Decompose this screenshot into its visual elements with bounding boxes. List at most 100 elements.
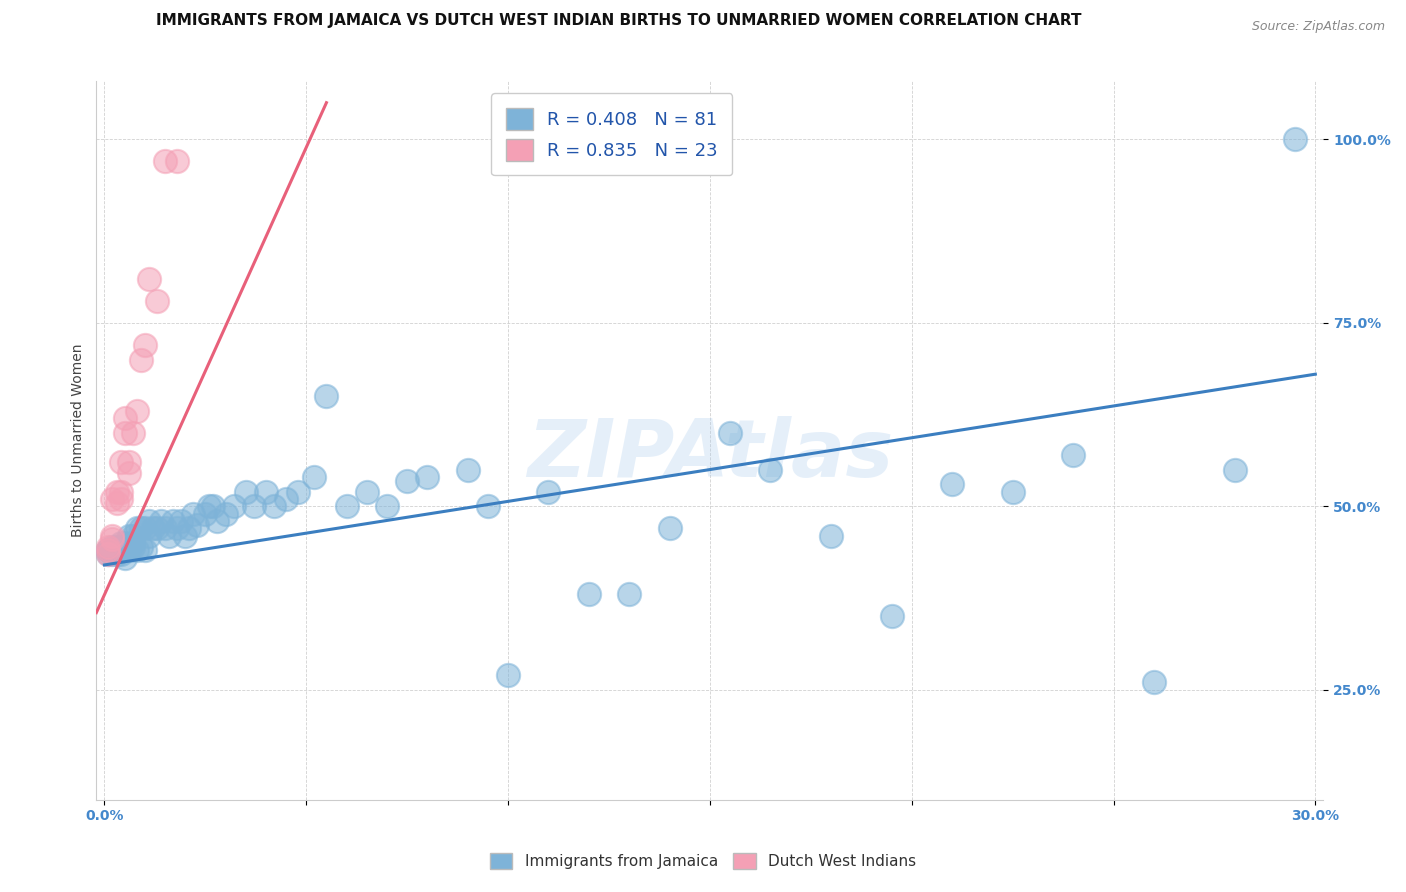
Point [274, 491, 297, 506]
Point [356, 484, 378, 499]
Point [110, 491, 132, 506]
Point [110, 484, 132, 499]
Point [477, 500, 499, 514]
Point [254, 484, 277, 499]
Point [114, 540, 136, 554]
Point [759, 462, 782, 476]
Point [125, 404, 148, 418]
Text: ZIPAtlas: ZIPAtlas [527, 416, 893, 493]
Point [134, 543, 156, 558]
Point [101, 543, 124, 558]
Point [222, 500, 245, 514]
Point [105, 484, 128, 499]
Point [110, 455, 132, 469]
Point [153, 521, 176, 535]
Point [134, 338, 156, 352]
Point [149, 514, 172, 528]
Point [166, 521, 188, 535]
Point [186, 517, 208, 532]
Point [129, 521, 152, 535]
Point [207, 514, 229, 528]
Point [1284, 132, 1306, 146]
Point [820, 528, 842, 542]
Point [114, 550, 136, 565]
Point [117, 467, 139, 481]
Point [194, 507, 217, 521]
Text: Source: ZipAtlas.com: Source: ZipAtlas.com [1251, 20, 1385, 33]
Point [941, 477, 963, 491]
Point [578, 587, 600, 601]
Point [97, 543, 120, 558]
Legend: Immigrants from Jamaica, Dutch West Indians: Immigrants from Jamaica, Dutch West Indi… [484, 847, 922, 875]
Point [537, 484, 560, 499]
Point [718, 425, 741, 440]
Point [117, 528, 139, 542]
Point [101, 547, 124, 561]
Point [121, 528, 143, 542]
Point [214, 507, 236, 521]
Point [1223, 462, 1246, 476]
Point [114, 411, 136, 425]
Point [110, 543, 132, 558]
Point [110, 536, 132, 550]
Text: IMMIGRANTS FROM JAMAICA VS DUTCH WEST INDIAN BIRTHS TO UNMARRIED WOMEN CORRELATI: IMMIGRANTS FROM JAMAICA VS DUTCH WEST IN… [156, 13, 1081, 29]
Point [242, 500, 264, 514]
Point [287, 484, 309, 499]
Point [1062, 448, 1084, 462]
Point [117, 543, 139, 558]
Point [263, 500, 285, 514]
Point [138, 272, 160, 286]
Point [105, 547, 128, 561]
Point [179, 521, 201, 535]
Point [129, 352, 152, 367]
Point [110, 547, 132, 561]
Point [97, 540, 120, 554]
Point [101, 528, 124, 542]
Point [181, 507, 204, 521]
Point [105, 543, 128, 558]
Point [125, 521, 148, 535]
Point [129, 540, 152, 554]
Point [142, 521, 165, 535]
Point [166, 154, 188, 169]
Point [880, 609, 903, 624]
Point [97, 547, 120, 561]
Point [117, 455, 139, 469]
Point [457, 462, 479, 476]
Point [105, 543, 128, 558]
Point [97, 543, 120, 558]
Point [1001, 484, 1024, 499]
Y-axis label: Births to Unmarried Women: Births to Unmarried Women [72, 343, 86, 537]
Legend: R = 0.408   N = 81, R = 0.835   N = 23: R = 0.408 N = 81, R = 0.835 N = 23 [491, 94, 733, 175]
Point [496, 668, 519, 682]
Point [114, 425, 136, 440]
Point [114, 543, 136, 558]
Point [101, 533, 124, 547]
Point [416, 470, 439, 484]
Point [105, 495, 128, 509]
Point [1143, 675, 1166, 690]
Point [146, 521, 169, 535]
Point [170, 514, 193, 528]
Point [202, 500, 225, 514]
Point [125, 543, 148, 558]
Point [396, 474, 419, 488]
Point [658, 521, 681, 535]
Point [336, 500, 359, 514]
Point [157, 528, 180, 542]
Point [101, 543, 124, 558]
Point [375, 500, 398, 514]
Point [134, 521, 156, 535]
Point [235, 484, 257, 499]
Point [110, 540, 132, 554]
Point [304, 470, 326, 484]
Point [162, 514, 184, 528]
Point [121, 425, 143, 440]
Point [138, 514, 160, 528]
Point [101, 491, 124, 506]
Point [97, 543, 120, 558]
Point [114, 536, 136, 550]
Point [138, 528, 160, 542]
Point [121, 536, 143, 550]
Point [101, 540, 124, 554]
